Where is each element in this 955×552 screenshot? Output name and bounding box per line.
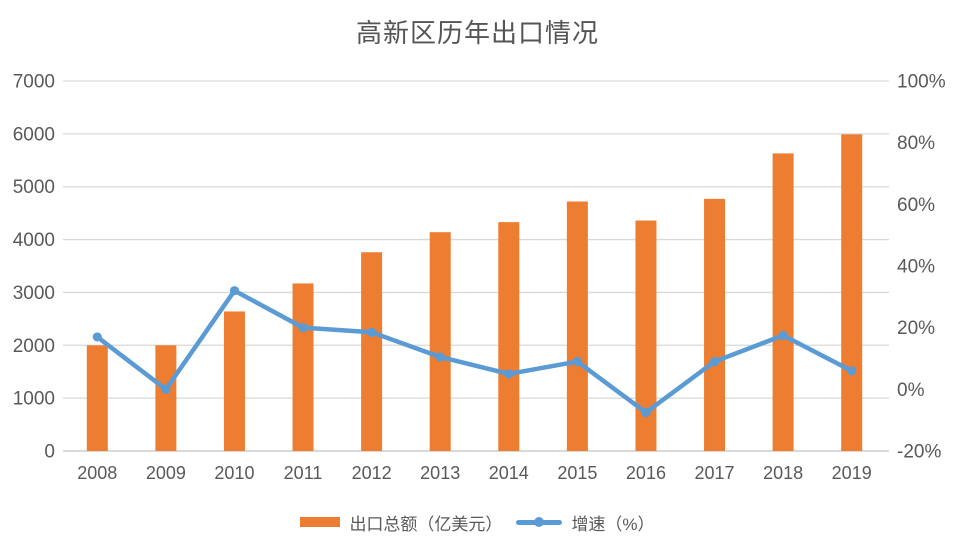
y-axis-left-tick-label: 6000 — [13, 124, 55, 145]
x-axis-tick-label: 2017 — [695, 463, 735, 483]
y-axis-right-tick-label: 60% — [897, 195, 935, 216]
bar-2016 — [635, 220, 657, 451]
y-axis-left-tick-label: 7000 — [13, 72, 55, 93]
growth-line-marker-2012 — [367, 327, 377, 337]
legend-item-exports: 出口总额（亿美元） — [300, 510, 502, 535]
y-axis-left-tick-label: 3000 — [13, 283, 55, 304]
growth-line-marker-2017 — [709, 356, 720, 367]
bar-2010 — [223, 311, 245, 451]
x-axis-tick-label: 2015 — [557, 463, 597, 483]
growth-line-marker-2011 — [298, 323, 308, 333]
bar-2012 — [361, 252, 383, 451]
legend-label-growth: 增速（%） — [571, 514, 655, 534]
x-axis-tick-label: 2014 — [489, 463, 529, 483]
bar-2008 — [86, 345, 108, 451]
x-axis-tick-label: 2019 — [832, 463, 872, 483]
x-axis-tick-label: 2011 — [284, 463, 323, 483]
bar-2018 — [772, 153, 794, 451]
x-axis-tick-label: 2010 — [214, 463, 254, 483]
x-axis-tick-label: 2008 — [77, 463, 117, 483]
y-axis-right-tick-label: 80% — [897, 133, 935, 154]
bar-2009 — [155, 345, 177, 451]
bar-2017 — [704, 198, 726, 451]
growth-line-marker-2019 — [847, 366, 857, 376]
x-axis-tick-label: 2018 — [763, 463, 803, 483]
legend-swatch-growth-line — [516, 517, 563, 527]
growth-line-marker-2008 — [92, 332, 102, 342]
growth-line — [95, 288, 854, 415]
growth-line-marker-2014 — [504, 369, 514, 379]
growth-line-marker-2015 — [572, 356, 582, 367]
y-axis-right-tick-label: 20% — [897, 318, 935, 339]
growth-line-marker-2010 — [229, 286, 240, 296]
growth-line-marker-2009 — [161, 384, 171, 394]
bar-2014 — [498, 222, 520, 451]
bar-2019 — [841, 134, 863, 451]
bar-2013 — [429, 232, 451, 451]
growth-line-marker-2018 — [778, 330, 788, 340]
x-axis-tick-label: 2009 — [146, 463, 186, 483]
chart-title: 高新区历年出口情况 — [355, 19, 599, 49]
legend-item-growth: 增速（%） — [516, 510, 655, 535]
bar-2015 — [566, 201, 588, 451]
y-axis-left-tick-label: 1000 — [13, 389, 55, 410]
growth-line-marker-2013 — [435, 352, 445, 362]
y-axis-right-tick-label: -20% — [897, 442, 941, 463]
x-axis-tick-label: 2012 — [352, 463, 392, 483]
legend-swatch-growth-marker — [534, 517, 545, 527]
y-axis-right-tick-label: 40% — [897, 257, 935, 278]
x-axis-tick-label: 2013 — [420, 463, 460, 483]
y-axis-right-tick-label: 100% — [897, 72, 946, 93]
growth-line-marker-2016 — [641, 407, 651, 418]
y-axis-left-tick-label: 0 — [44, 442, 55, 463]
x-axis-tick-label: 2016 — [626, 463, 666, 483]
bar-2011 — [292, 283, 314, 451]
y-axis-left-tick-label: 2000 — [13, 336, 55, 357]
y-axis-left-tick-label: 4000 — [13, 230, 55, 251]
y-axis-right-tick-label: 0% — [897, 380, 925, 401]
legend-label-exports: 出口总额（亿美元） — [349, 514, 503, 534]
y-axis-left-tick-label: 5000 — [13, 177, 55, 198]
legend-swatch-exports-bar — [300, 517, 341, 527]
legend: 出口总额（亿美元） 增速（%） — [0, 508, 955, 536]
